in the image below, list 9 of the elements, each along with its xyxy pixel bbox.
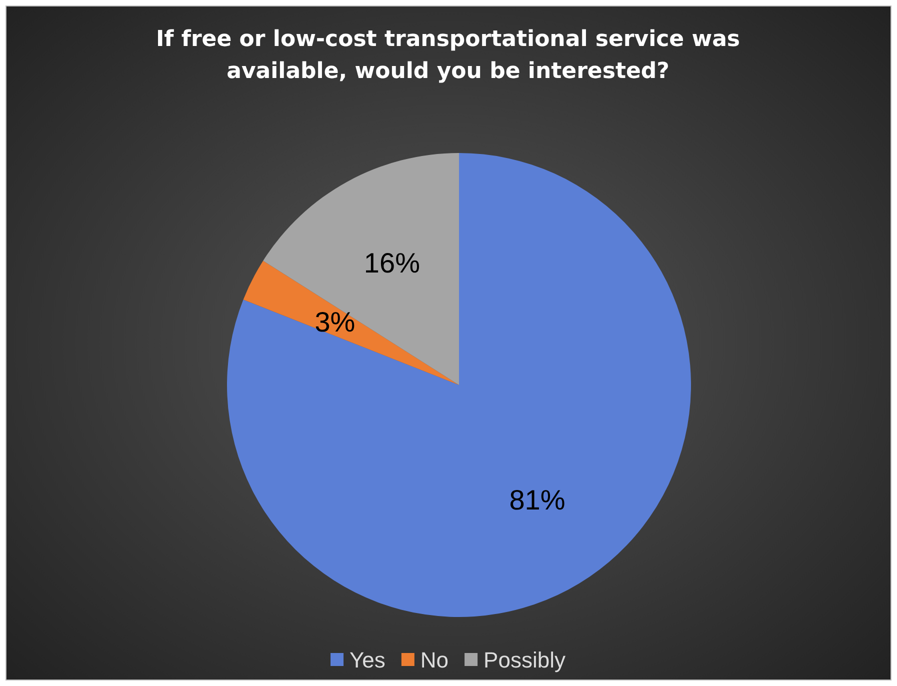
chart-title: If free or low-cost transportational service was available, would you be interested? — [156, 27, 740, 84]
data-label: 81% — [509, 484, 566, 516]
data-label: 3% — [314, 306, 356, 338]
pie-slice — [263, 153, 459, 385]
legend-label: Possibly — [484, 648, 566, 672]
pie-slice — [227, 153, 691, 617]
legend-label: No — [420, 648, 449, 672]
legend-label: Yes — [350, 648, 386, 672]
data-label: 16% — [364, 248, 420, 279]
